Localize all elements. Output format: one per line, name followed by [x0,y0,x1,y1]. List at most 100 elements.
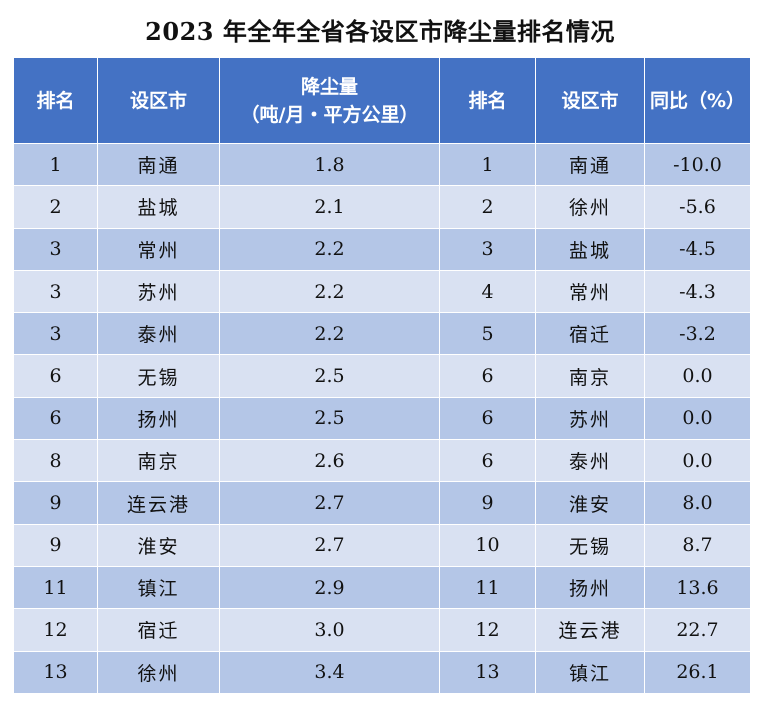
table-row: 3 常州 2.2 3 盐城 -4.5 [13,227,751,271]
city-left-cell: 镇江 [97,565,220,610]
dust-value-cell: 2.2 [219,312,440,356]
rank-right-cell: 9 [439,481,536,525]
rank-left-cell: 9 [13,481,98,525]
city-left-cell: 泰州 [97,312,220,356]
rank-left-cell: 2 [13,185,98,229]
dust-value-cell: 2.2 [219,269,440,314]
rank-left-cell: 13 [13,650,98,694]
city-right-cell: 无锡 [535,523,645,567]
city-left-cell: 宿迁 [97,608,220,652]
rank-left-cell: 6 [13,396,98,441]
yoy-value-cell: -10.0 [644,142,751,187]
city-left-cell: 南通 [97,142,220,187]
city-left-cell: 徐州 [97,650,220,694]
city-left-cell: 苏州 [97,269,220,314]
dust-value-cell: 2.6 [219,439,440,483]
header-dust-title: 降尘量 [300,75,358,98]
yoy-value-cell: 8.0 [644,481,751,525]
table-row: 6 无锡 2.5 6 南京 0.0 [13,354,751,398]
city-right-cell: 南通 [535,142,645,187]
header-dust-unit: （吨/月・平方公里） [240,103,419,126]
rank-right-cell: 6 [439,439,536,483]
rank-right-cell: 11 [439,565,536,610]
dust-value-cell: 3.4 [219,650,440,694]
city-right-cell: 徐州 [535,185,645,229]
city-left-cell: 无锡 [97,354,220,398]
yoy-value-cell: -4.5 [644,227,751,271]
rank-right-cell: 4 [439,269,536,314]
table-row: 3 泰州 2.2 5 宿迁 -3.2 [13,312,751,356]
city-right-cell: 连云港 [535,608,645,652]
city-right-cell: 扬州 [535,565,645,610]
table-row: 12 宿迁 3.0 12 连云港 22.7 [13,608,751,652]
yoy-value-cell: -3.2 [644,312,751,356]
rank-left-cell: 11 [13,565,98,610]
city-left-cell: 淮安 [97,523,220,567]
rank-left-cell: 6 [13,354,98,398]
city-right-cell: 淮安 [535,481,645,525]
dust-value-cell: 3.0 [219,608,440,652]
rank-left-cell: 8 [13,439,98,483]
dust-value-cell: 1.8 [219,142,440,187]
header-rank-right: 排名 [439,57,536,144]
city-left-cell: 常州 [97,227,220,271]
dust-value-cell: 2.5 [219,396,440,441]
rank-left-cell: 12 [13,608,98,652]
table-row: 3 苏州 2.2 4 常州 -4.3 [13,269,751,314]
header-city-left: 设区市 [97,57,220,144]
header-rank-left: 排名 [13,57,98,144]
header-row: 排名 设区市 降尘量 （吨/月・平方公里） 排名 设区市 同比（%） [13,57,751,144]
city-right-cell: 宿迁 [535,312,645,356]
table-body: 1 南通 1.8 1 南通 -10.0 2 盐城 2.1 2 徐州 -5.6 3 常州 2.2 3 盐城 -4.5… [13,142,751,694]
rank-left-cell: 3 [13,312,98,356]
dust-value-cell: 2.5 [219,354,440,398]
rank-left-cell: 3 [13,227,98,271]
dust-value-cell: 2.2 [219,227,440,271]
city-right-cell: 盐城 [535,227,645,271]
city-right-cell: 南京 [535,354,645,398]
dust-value-cell: 2.7 [219,481,440,525]
city-left-cell: 扬州 [97,396,220,441]
dust-value-cell: 2.1 [219,185,440,229]
rank-left-cell: 3 [13,269,98,314]
rank-right-cell: 1 [439,142,536,187]
rank-right-cell: 3 [439,227,536,271]
rank-left-cell: 1 [13,142,98,187]
table-row: 2 盐城 2.1 2 徐州 -5.6 [13,185,751,229]
city-left-cell: 盐城 [97,185,220,229]
table-row: 6 扬州 2.5 6 苏州 0.0 [13,396,751,441]
yoy-value-cell: 22.7 [644,608,751,652]
rank-left-cell: 9 [13,523,98,567]
yoy-value-cell: 0.0 [644,439,751,483]
page-title: 2023 年全年全省各设区市降尘量排名情况 [145,17,615,46]
rank-right-cell: 6 [439,396,536,441]
table-row: 13 徐州 3.4 13 镇江 26.1 [13,650,751,694]
table-row: 11 镇江 2.9 11 扬州 13.6 [13,565,751,610]
dust-value-cell: 2.9 [219,565,440,610]
table-row: 8 南京 2.6 6 泰州 0.0 [13,439,751,483]
dust-value-cell: 2.7 [219,523,440,567]
yoy-value-cell: 0.0 [644,396,751,441]
rank-right-cell: 10 [439,523,536,567]
city-right-cell: 苏州 [535,396,645,441]
table-row: 1 南通 1.8 1 南通 -10.0 [13,142,751,187]
yoy-value-cell: 8.7 [644,523,751,567]
header-dust: 降尘量 （吨/月・平方公里） [219,57,440,144]
yoy-value-cell: 26.1 [644,650,751,694]
yoy-value-cell: -4.3 [644,269,751,314]
yoy-value-cell: 13.6 [644,565,751,610]
dust-ranking-table: 排名 设区市 降尘量 （吨/月・平方公里） 排名 设区市 同比（%） 1 南通 1.… [13,57,751,694]
rank-right-cell: 13 [439,650,536,694]
rank-right-cell: 5 [439,312,536,356]
city-left-cell: 南京 [97,439,220,483]
city-left-cell: 连云港 [97,481,220,525]
city-right-cell: 镇江 [535,650,645,694]
rank-right-cell: 12 [439,608,536,652]
table-row: 9 淮安 2.7 10 无锡 8.7 [13,523,751,567]
rank-right-cell: 2 [439,185,536,229]
rank-right-cell: 6 [439,354,536,398]
header-city-right: 设区市 [535,57,645,144]
yoy-value-cell: 0.0 [644,354,751,398]
header-yoy: 同比（%） [644,57,751,144]
city-right-cell: 常州 [535,269,645,314]
